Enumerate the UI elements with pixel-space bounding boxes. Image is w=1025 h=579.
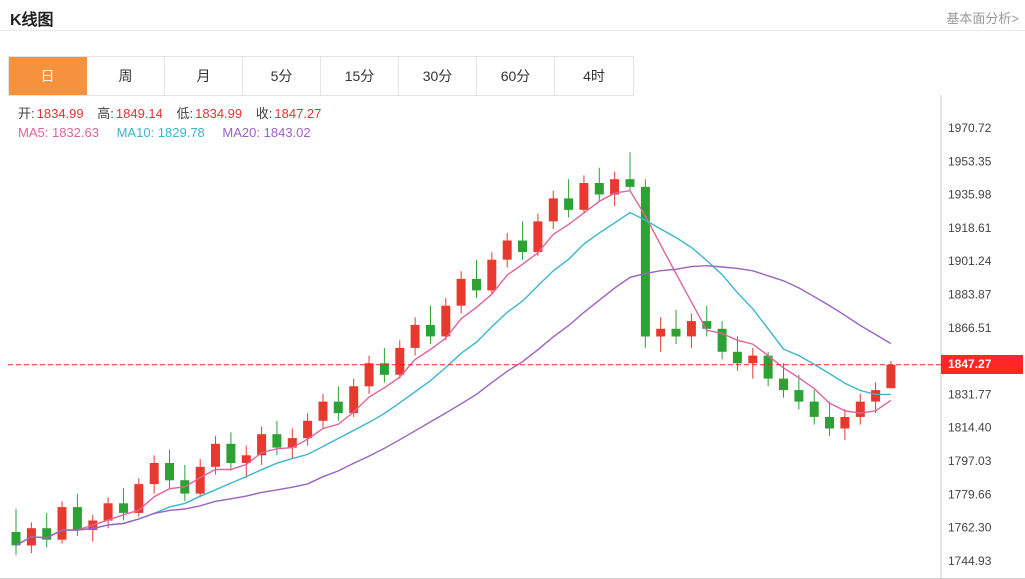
tab-15min[interactable]: 15分: [321, 57, 399, 95]
close-label: 收:: [255, 106, 273, 121]
candlestick-chart[interactable]: 1970.72 1953.35 1935.98 1918.61 1901.24 1883.…: [0, 95, 1025, 579]
last-price-badge: 1847.27: [941, 355, 1023, 374]
high-label: 高:: [97, 106, 114, 121]
tab-30min[interactable]: 30分: [399, 57, 477, 95]
page-title: K线图: [10, 12, 54, 29]
close-value: 1847.27: [274, 106, 322, 121]
svg-text:1970.72: 1970.72: [948, 121, 992, 135]
svg-text:1744.93: 1744.93: [948, 554, 992, 568]
tab-week[interactable]: 周: [87, 57, 165, 95]
svg-text:1814.40: 1814.40: [948, 421, 992, 435]
tab-4hour[interactable]: 4时: [555, 57, 633, 95]
svg-text:1953.35: 1953.35: [948, 154, 992, 168]
svg-text:1866.51: 1866.51: [948, 321, 992, 335]
timeframe-tabs: 日 周 月 5分 15分 30分 60分 4时: [8, 56, 634, 96]
svg-text:1762.30: 1762.30: [948, 521, 992, 535]
ma-readout: MA5: 1832.63 MA10: 1829.78 MA20: 1843.02: [18, 125, 325, 140]
svg-text:1831.77: 1831.77: [948, 387, 992, 401]
ohlc-readout: 开: 1834.99 高: 1849.14 低: 1834.99 收: 1847.27: [18, 103, 321, 122]
svg-text:1797.03: 1797.03: [948, 454, 992, 468]
svg-text:1935.98: 1935.98: [948, 188, 992, 202]
chart-panel: 1970.72 1953.35 1935.98 1918.61 1901.24 1883.…: [0, 95, 1025, 579]
tab-month[interactable]: 月: [165, 57, 243, 95]
ma10-readout: MA10: 1829.78: [116, 125, 205, 140]
ma20-readout: MA20: 1843.02: [222, 125, 311, 140]
open-label: 开:: [18, 106, 35, 121]
svg-text:1883.87: 1883.87: [948, 287, 992, 301]
tab-day[interactable]: 日: [9, 57, 87, 95]
ma5-readout: MA5: 1832.63: [18, 125, 99, 140]
svg-text:1779.66: 1779.66: [948, 487, 992, 501]
low-value: 1834.99: [195, 106, 243, 121]
fundamental-analysis-link[interactable]: 基本面分析>: [946, 11, 1019, 26]
svg-text:1918.61: 1918.61: [948, 221, 992, 235]
tab-60min[interactable]: 60分: [477, 57, 555, 95]
high-value: 1849.14: [115, 106, 163, 121]
low-label: 低:: [176, 106, 194, 121]
tab-5min[interactable]: 5分: [243, 57, 321, 95]
svg-text:1901.24: 1901.24: [948, 254, 992, 268]
open-value: 1834.99: [36, 106, 84, 121]
header: K线图 基本面分析>: [0, 0, 1025, 31]
